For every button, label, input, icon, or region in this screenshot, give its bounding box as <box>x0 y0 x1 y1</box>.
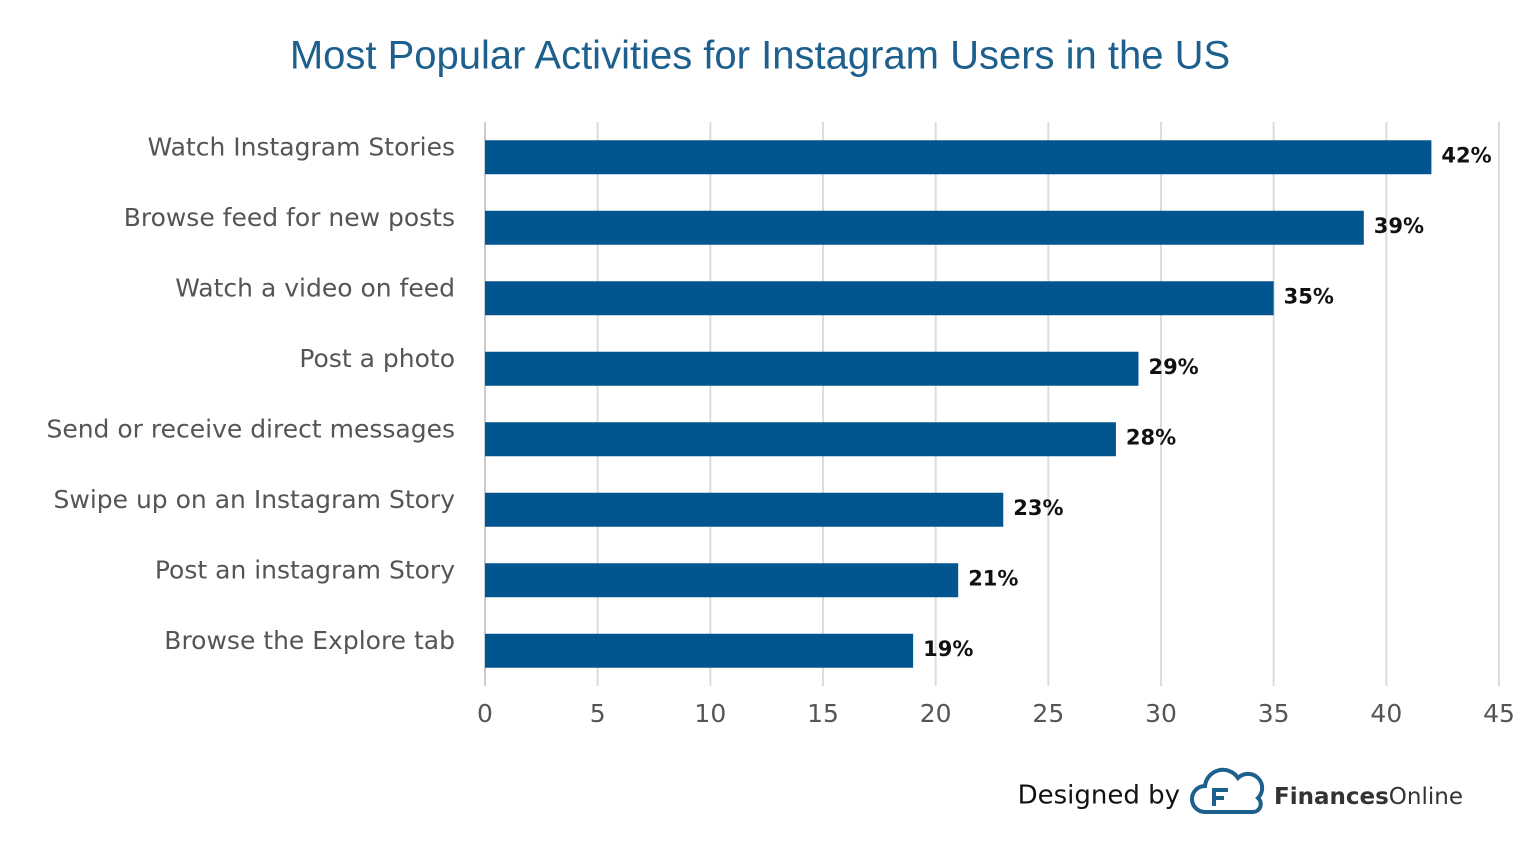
logo-icon <box>1190 767 1265 814</box>
value-label: 42% <box>1441 143 1491 167</box>
plot-area: 0 5 10 15 20 25 30 35 40 45 Watch Instagram Storie… <box>46 122 1515 728</box>
bar <box>485 492 1004 527</box>
bar <box>485 351 1139 386</box>
value-label: 35% <box>1284 284 1334 308</box>
bar <box>485 210 1364 245</box>
value-label: 39% <box>1374 214 1424 238</box>
x-tick-label: 35 <box>1258 699 1290 728</box>
y-tick-label: Watch a video on feed <box>175 273 455 302</box>
x-tick-label: 30 <box>1145 699 1177 728</box>
bar <box>485 140 1432 175</box>
bar <box>485 422 1116 457</box>
y-tick-label: Post an instagram Story <box>155 555 455 584</box>
brand-rest: Online <box>1389 784 1463 810</box>
x-tick-label: 0 <box>477 699 493 728</box>
x-tick-label: 45 <box>1483 699 1515 728</box>
brand-name: FinancesOnline <box>1274 784 1463 810</box>
y-tick-label: Swipe up on an Instagram Story <box>54 485 456 514</box>
x-tick-label: 15 <box>807 699 839 728</box>
y-tick-label: Browse feed for new posts <box>124 203 455 232</box>
value-label: 23% <box>1013 496 1063 520</box>
y-tick-label: Send or receive direct messages <box>46 414 455 443</box>
value-label: 21% <box>968 566 1018 590</box>
bar <box>485 633 914 668</box>
footer-text: Designed by <box>1018 781 1180 811</box>
x-tick-label: 20 <box>920 699 952 728</box>
value-label: 29% <box>1148 355 1198 379</box>
brand-bold: Finances <box>1274 784 1389 810</box>
chart-title: Most Popular Activities for Instagram Us… <box>290 34 1230 78</box>
x-tick-label: 40 <box>1370 699 1402 728</box>
y-tick-label: Watch Instagram Stories <box>147 132 455 161</box>
bar <box>485 563 959 598</box>
y-tick-label: Browse the Explore tab <box>164 626 455 655</box>
y-tick-label: Post a photo <box>299 344 455 373</box>
value-label: 19% <box>923 637 973 661</box>
x-tick-label: 25 <box>1032 699 1064 728</box>
x-tick-label: 10 <box>694 699 726 728</box>
x-tick-label: 5 <box>590 699 606 728</box>
value-label: 28% <box>1126 425 1176 449</box>
bar <box>485 281 1274 316</box>
